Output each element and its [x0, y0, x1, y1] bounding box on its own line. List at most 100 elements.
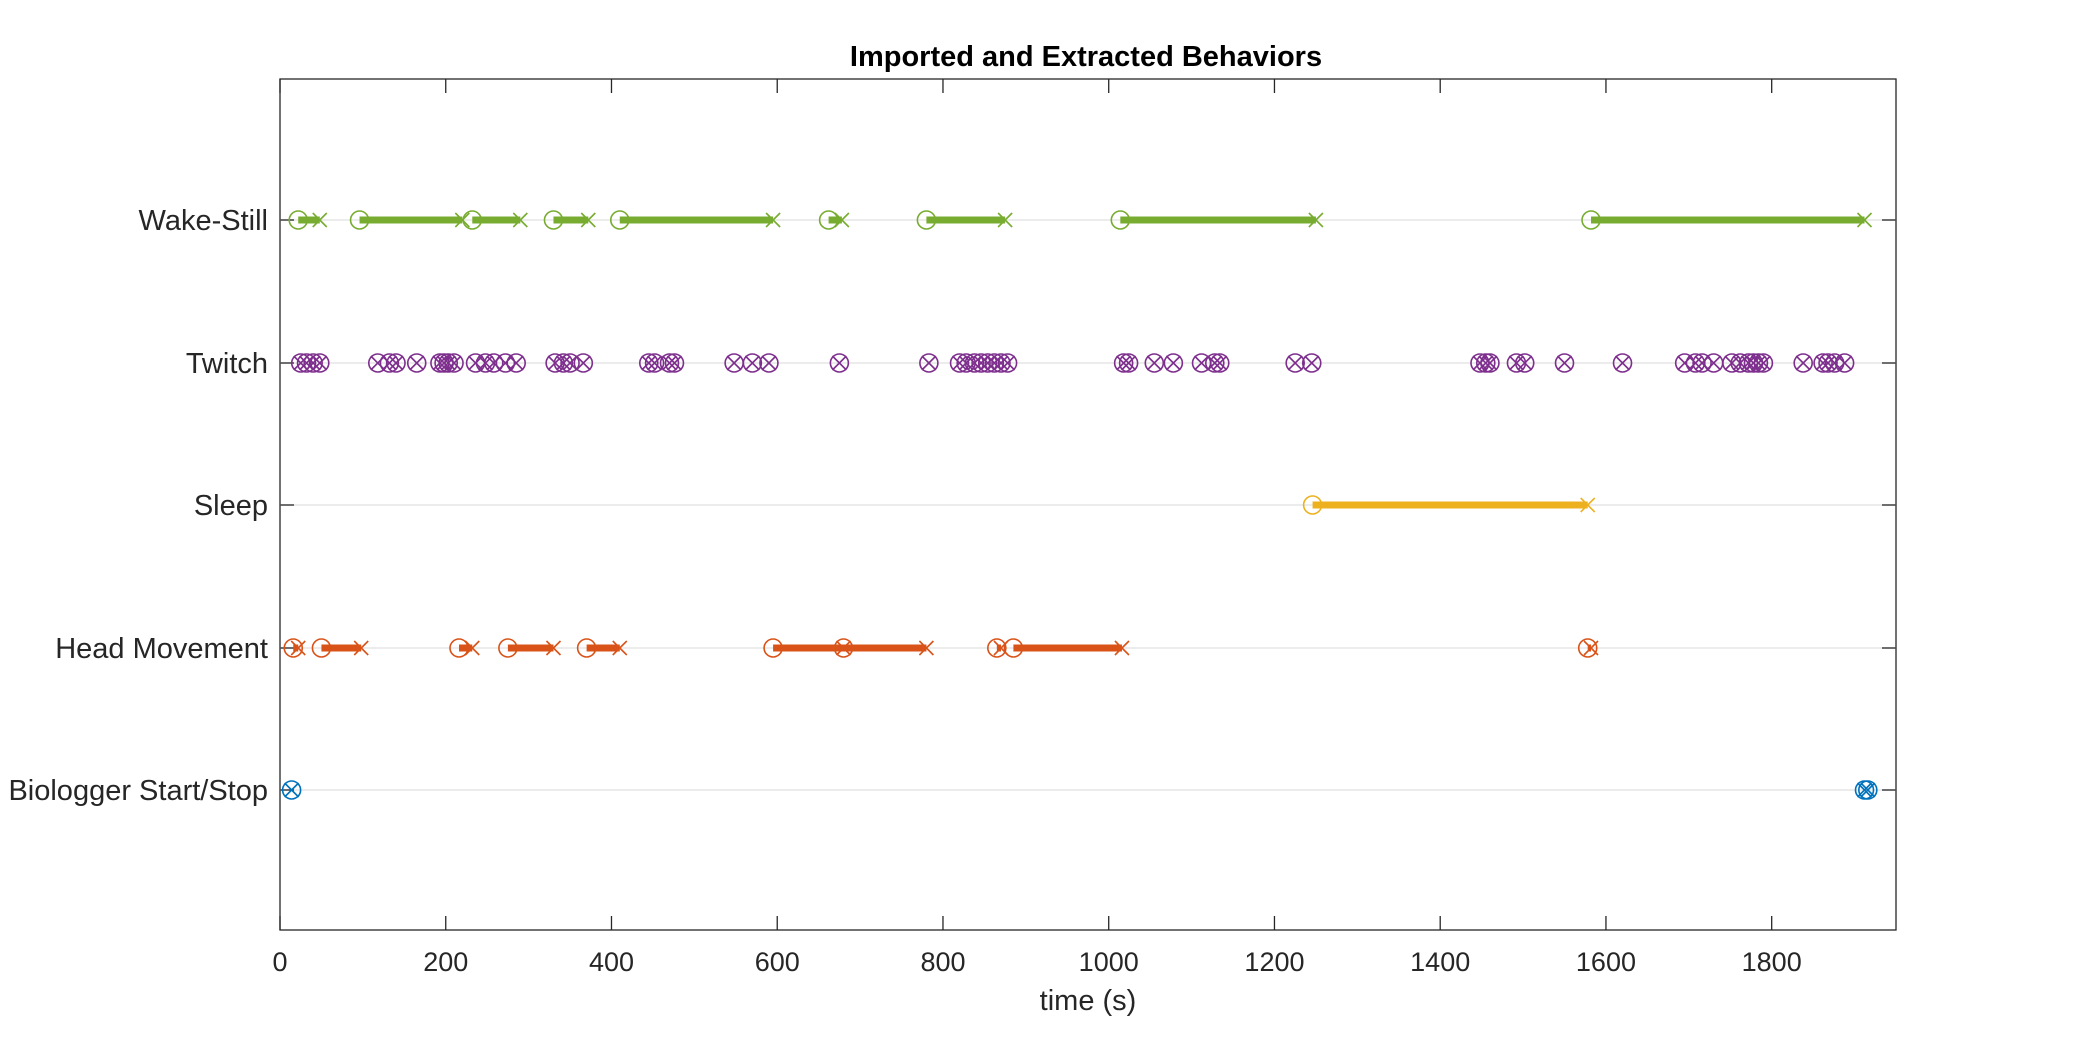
event-end-marker	[1116, 355, 1132, 371]
event-start-marker	[1834, 353, 1855, 373]
event-end-marker	[993, 355, 1009, 371]
event-start-marker	[638, 353, 659, 373]
event-start-marker	[759, 353, 779, 373]
event-end-marker	[761, 355, 777, 371]
event-start-marker	[444, 353, 464, 373]
event-end-marker	[1308, 212, 1324, 228]
event-end-marker	[1755, 355, 1771, 371]
event-end-marker	[1000, 355, 1016, 371]
event-start-marker	[495, 353, 516, 373]
event-start-marker	[916, 210, 937, 230]
event-start-marker	[1612, 353, 1633, 373]
event-start-marker	[1748, 353, 1769, 373]
x-axis: 0 200 400 600 800 1000 1200 1400 1600 1800	[272, 79, 1802, 977]
event-start-marker	[1793, 353, 1813, 373]
event-start-marker	[462, 210, 483, 230]
event-start-marker	[1209, 353, 1230, 373]
chart-marks	[281, 210, 1878, 800]
event-end-marker	[765, 212, 781, 228]
event-start-marker	[997, 353, 1018, 373]
event-start-marker	[560, 353, 580, 373]
event-end-marker	[744, 355, 760, 371]
event-end-marker	[1750, 355, 1766, 371]
x-tick-label: 1800	[1742, 947, 1802, 977]
event-start-marker	[484, 353, 504, 373]
x-axis-label: time (s)	[1040, 985, 1137, 1017]
event-start-marker	[1692, 353, 1712, 373]
event-end-marker	[661, 355, 678, 371]
event-end-marker	[381, 355, 397, 371]
event-start-marker	[659, 353, 680, 373]
y-tick-label: Wake-Still	[139, 205, 268, 237]
chart-title: Imported and Extracted Behaviors	[850, 41, 1322, 73]
event-start-marker	[290, 353, 311, 373]
y-tick-label: Head Movement	[55, 633, 268, 665]
event-end-marker	[921, 355, 937, 371]
event-start-marker	[283, 638, 304, 658]
x-tick-label: 600	[755, 947, 800, 977]
event-start-marker	[281, 780, 302, 800]
event-start-marker	[1514, 353, 1535, 373]
event-end-marker	[305, 355, 321, 371]
event-start-marker	[763, 638, 783, 658]
event-start-marker	[1818, 353, 1838, 373]
event-end-marker	[1482, 355, 1498, 371]
event-start-marker	[1577, 638, 1598, 658]
event-end-marker	[666, 355, 683, 371]
event-start-marker	[644, 353, 665, 373]
event-start-marker	[386, 353, 406, 373]
x-tick-label: 800	[920, 947, 965, 977]
event-end-marker	[1165, 355, 1181, 371]
event-end-marker	[545, 640, 562, 656]
x-tick-label: 200	[423, 947, 468, 977]
event-start-marker	[1475, 353, 1496, 373]
x-tick-label: 1200	[1244, 947, 1304, 977]
series-twitch	[290, 353, 1855, 373]
event-end-marker	[312, 355, 328, 371]
event-start-marker	[987, 638, 1007, 658]
event-start-marker	[573, 353, 594, 373]
event-start-marker	[1118, 353, 1139, 373]
event-start-marker	[971, 353, 991, 373]
event-end-marker	[312, 212, 328, 228]
event-start-marker	[949, 353, 970, 373]
event-end-marker	[446, 355, 462, 371]
event-end-marker	[1121, 355, 1137, 371]
event-start-marker	[818, 210, 839, 230]
event-end-marker	[497, 355, 513, 371]
event-end-marker	[454, 212, 470, 228]
event-end-marker	[612, 640, 628, 656]
y-axis: Wake-Still Twitch Sleep Head Movement Biolog…	[8, 205, 1896, 807]
event-end-marker	[1207, 355, 1223, 371]
event-end-marker	[580, 212, 596, 228]
event-end-marker	[290, 640, 306, 656]
event-end-marker	[388, 355, 404, 371]
event-start-marker	[1003, 638, 1024, 658]
event-start-marker	[919, 353, 939, 373]
event-end-marker	[834, 212, 850, 228]
event-start-marker	[379, 353, 400, 373]
event-end-marker	[284, 782, 300, 798]
event-start-marker	[1581, 210, 1601, 230]
x-tick-label: 1600	[1576, 947, 1636, 977]
x-tick-label: 0	[272, 947, 287, 977]
event-end-marker	[1706, 355, 1722, 371]
event-start-marker	[288, 210, 309, 230]
event-start-marker	[1302, 495, 1323, 515]
event-start-marker	[438, 353, 459, 373]
event-end-marker	[508, 355, 524, 371]
event-end-marker	[1677, 355, 1693, 371]
event-start-marker	[984, 353, 1005, 373]
series-wake-still	[288, 210, 1873, 230]
event-end-marker	[1614, 355, 1631, 371]
event-end-marker	[1517, 355, 1533, 371]
event-start-marker	[311, 638, 332, 658]
event-start-marker	[1480, 353, 1500, 373]
event-end-marker	[512, 212, 528, 228]
event-start-marker	[1813, 353, 1833, 373]
event-start-marker	[1204, 353, 1225, 373]
event-start-marker	[303, 353, 323, 373]
event-end-marker	[1287, 355, 1303, 371]
event-start-marker	[1163, 353, 1184, 373]
